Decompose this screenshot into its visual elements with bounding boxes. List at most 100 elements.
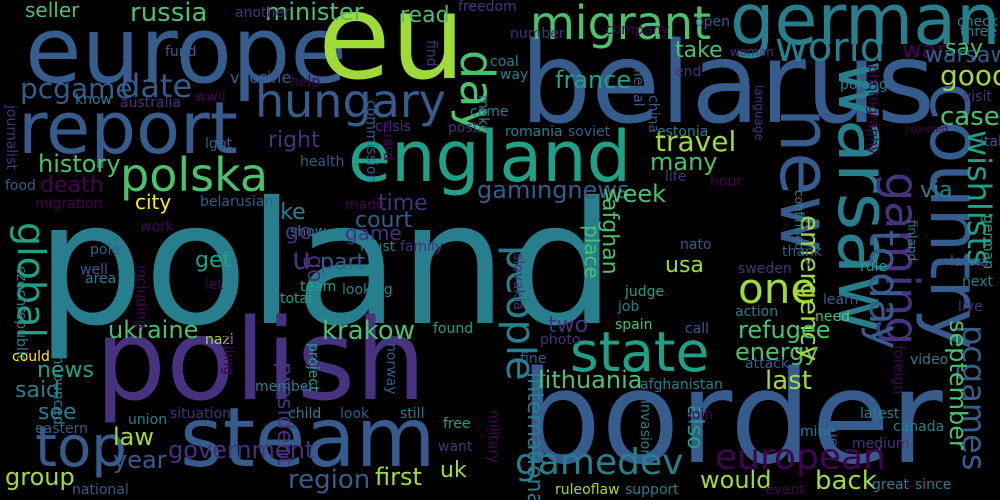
word-help: help xyxy=(290,74,321,90)
word-many: many xyxy=(650,148,718,176)
word-ruling: ruling xyxy=(220,335,236,376)
word-back: back xyxy=(815,466,877,496)
word-check: check xyxy=(957,14,998,30)
word-learn: learn xyxy=(823,292,859,308)
word-europe: europe xyxy=(25,0,347,104)
word-area: area xyxy=(85,271,117,287)
word-estonia: estonia xyxy=(657,124,709,140)
word-next: next xyxy=(962,274,994,290)
word-two: two xyxy=(548,313,589,338)
word-show: show xyxy=(290,224,327,240)
word-get: get xyxy=(195,248,232,273)
word-government: government xyxy=(168,436,315,464)
word-want: want xyxy=(438,439,473,455)
word-right: right xyxy=(268,128,320,153)
word-another: another xyxy=(235,5,290,21)
word-lgbt: lgbt xyxy=(205,136,233,152)
word-death: death xyxy=(40,173,104,198)
word-report: report xyxy=(18,86,238,170)
word-freedom: freedom xyxy=(458,0,517,15)
word-say: say xyxy=(945,36,983,61)
word-year: year xyxy=(113,446,167,474)
word-join: join xyxy=(688,407,714,423)
word-read: read xyxy=(400,3,450,28)
word-call: call xyxy=(685,321,710,337)
word-situation: situation xyxy=(170,406,231,422)
word-support: support xyxy=(625,482,679,498)
word-number: number xyxy=(510,26,565,42)
word-hour: hour xyxy=(710,174,743,190)
word-family: family xyxy=(400,239,444,255)
word-steam: steam xyxy=(180,391,436,486)
word-including: including xyxy=(133,265,149,329)
word-take: take xyxy=(675,38,723,63)
word-afghanistan: afghanistan xyxy=(640,377,723,393)
word-crisis: crisis xyxy=(375,119,411,135)
word-news: news xyxy=(37,358,94,383)
word-via: via xyxy=(920,178,953,203)
word-team: team xyxy=(300,279,337,295)
word-top: top xyxy=(35,415,127,480)
word-nato: nato xyxy=(680,237,712,253)
word-hungary: hungary xyxy=(255,74,446,128)
word-border: border xyxy=(520,344,943,493)
word-guard: guard xyxy=(380,120,396,161)
word-looking: looking xyxy=(342,282,393,298)
word-company: company xyxy=(605,22,670,38)
word-history: history xyxy=(38,150,121,178)
word-polska: polska xyxy=(120,148,269,202)
word-week: week xyxy=(603,180,667,208)
word-medium: medium xyxy=(852,436,910,452)
word-game: game xyxy=(345,221,402,245)
word-fine: fine xyxy=(520,351,547,367)
word-see: see xyxy=(38,400,77,425)
word-coal: coal xyxy=(490,54,519,70)
word-last: last xyxy=(765,366,812,396)
word-member: member xyxy=(255,379,315,395)
word-krakow: krakow xyxy=(322,316,415,346)
word-good: good xyxy=(940,59,1000,92)
word-part: part xyxy=(320,250,366,275)
word-ruleoflaw: ruleoflaw xyxy=(555,482,620,498)
word-live: live xyxy=(958,299,983,315)
word-poland: poland xyxy=(36,166,615,364)
word-today: today xyxy=(860,230,909,350)
word-said: said xyxy=(15,378,61,403)
word-time: time xyxy=(378,191,428,216)
word-video: video xyxy=(910,352,949,368)
word-food: food xyxy=(5,178,36,194)
word-visit: visit xyxy=(963,89,992,105)
word-come: come xyxy=(470,104,509,120)
word-nazi: nazi xyxy=(205,332,234,348)
word-latest: latest xyxy=(860,406,900,422)
word-eu: eu xyxy=(318,0,466,106)
word-open: open xyxy=(695,14,730,30)
word-ukraine: ukraine xyxy=(108,316,199,344)
word-czechrepublic: czechrepublic xyxy=(13,266,29,363)
word-v: v xyxy=(804,254,813,270)
word-gamingnews: gamingnews xyxy=(477,176,630,204)
word-pole: pole xyxy=(90,242,120,258)
word-u: u xyxy=(292,242,312,277)
word-great: great xyxy=(872,477,910,493)
word-russia: russia xyxy=(130,0,208,28)
word-photography: photography xyxy=(865,65,881,155)
word-slovakia: slovakia xyxy=(510,253,526,311)
word-illegal: illegal xyxy=(630,65,646,107)
word-migrant: migrant xyxy=(530,0,712,50)
word-child: child xyxy=(288,406,322,422)
word-found: found xyxy=(433,321,474,337)
word-german: german xyxy=(980,215,996,270)
word-migration: migration xyxy=(35,196,103,212)
word-romania: romania xyxy=(505,124,563,140)
word-judge: judge xyxy=(625,284,665,300)
word-three: three xyxy=(960,24,998,40)
word-world: world xyxy=(775,25,886,71)
word-event: event xyxy=(765,482,805,498)
word-afghan: afghan xyxy=(597,198,622,275)
word-case: case xyxy=(940,102,1000,132)
word-spain: spain xyxy=(615,317,653,333)
word-seller: seller xyxy=(25,0,80,22)
word-journalist: journalist xyxy=(3,105,19,170)
